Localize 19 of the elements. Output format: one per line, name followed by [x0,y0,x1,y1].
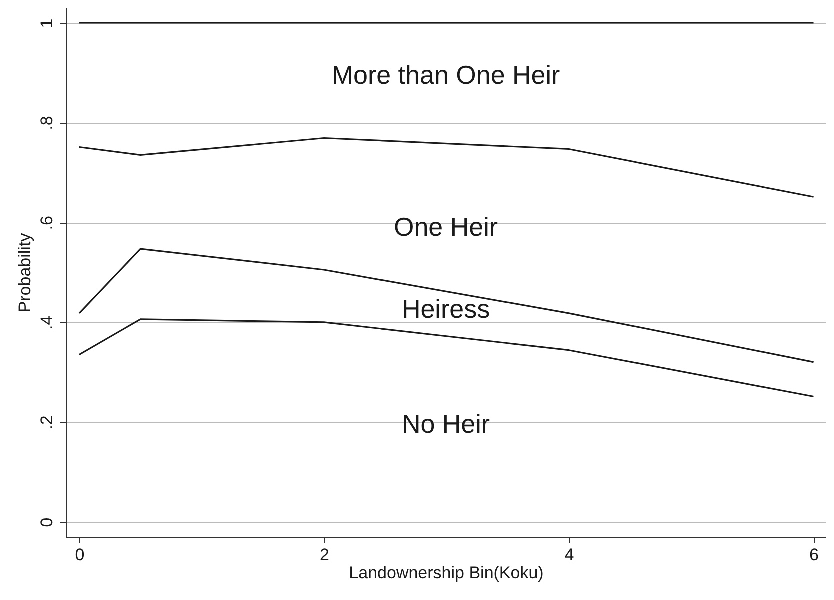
x-tick-label: 0 [75,546,85,564]
x-tick-label: 4 [564,546,574,564]
y-tick-label: 0 [38,518,56,528]
y-tick-label: 1 [38,18,56,28]
y-tick-label: .6 [38,216,56,230]
y-axis-title: Probability [16,232,34,313]
line-series [78,318,815,398]
y-tick-label: .8 [38,116,56,130]
line-series [78,248,815,364]
x-tick-label: 6 [810,546,819,564]
annotation: Heiress [402,294,490,324]
annotation: More than One Heir [332,60,561,90]
y-tick-label: .4 [38,316,56,330]
annotation: One Heir [394,212,498,242]
line-series [78,137,815,198]
x-tick-label: 2 [320,546,330,564]
y-tick-label: .2 [38,416,56,430]
annotation: No Heir [402,409,490,439]
x-axis-title: Landownership Bin(Koku) [349,564,544,582]
